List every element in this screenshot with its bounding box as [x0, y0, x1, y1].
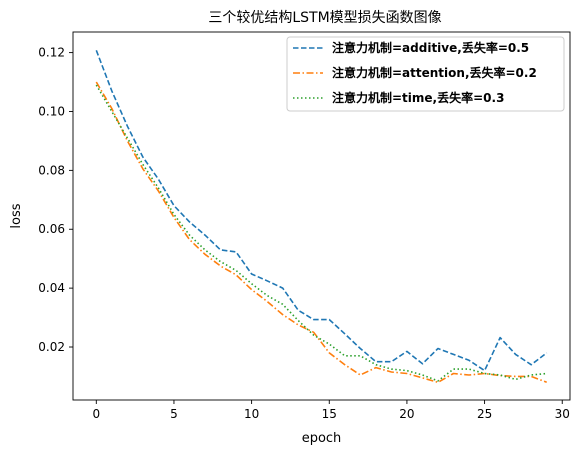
plot-frame — [72, 31, 571, 401]
legend-label-1: 注意力机制=additive,丢失率=0.5 — [332, 40, 529, 55]
x-tick-label: 0 — [92, 407, 100, 421]
series-line-1 — [95, 50, 548, 372]
y-axis-label: loss — [9, 203, 24, 228]
x-tick-label: 30 — [555, 407, 570, 421]
series-line-2 — [95, 81, 547, 384]
y-tick-label: 0.04 — [38, 281, 65, 295]
y-tick-label: 0.08 — [38, 163, 65, 177]
y-tick-label: 0.12 — [38, 46, 65, 60]
x-axis-label: epoch — [302, 431, 342, 446]
x-tick-label: 5 — [170, 407, 178, 421]
y-tick-label: 0.02 — [38, 340, 65, 354]
legend-label-2: 注意力机制=attention,丢失率=0.2 — [332, 65, 537, 80]
y-axis: 0.02 0.04 0.06 0.08 0.10 0.12 — [38, 46, 73, 354]
y-tick-label: 0.06 — [38, 222, 65, 236]
x-axis: 0 5 10 15 20 25 30 — [92, 400, 570, 421]
legend-box — [286, 36, 565, 112]
x-tick-label: 20 — [399, 407, 414, 421]
x-tick-label: 10 — [244, 407, 259, 421]
legend: 注意力机制=additive,丢失率=0.5 注意力机制=attention,丢失… — [286, 36, 565, 112]
series-layer — [95, 50, 548, 384]
x-tick-label: 15 — [322, 407, 337, 421]
x-tick-label: 25 — [477, 407, 492, 421]
chart-title: 三个较优结构LSTM模型损失函数图像 — [208, 10, 441, 26]
legend-label-3: 注意力机制=time,丢失率=0.3 — [332, 90, 504, 105]
y-tick-label: 0.10 — [38, 104, 65, 118]
